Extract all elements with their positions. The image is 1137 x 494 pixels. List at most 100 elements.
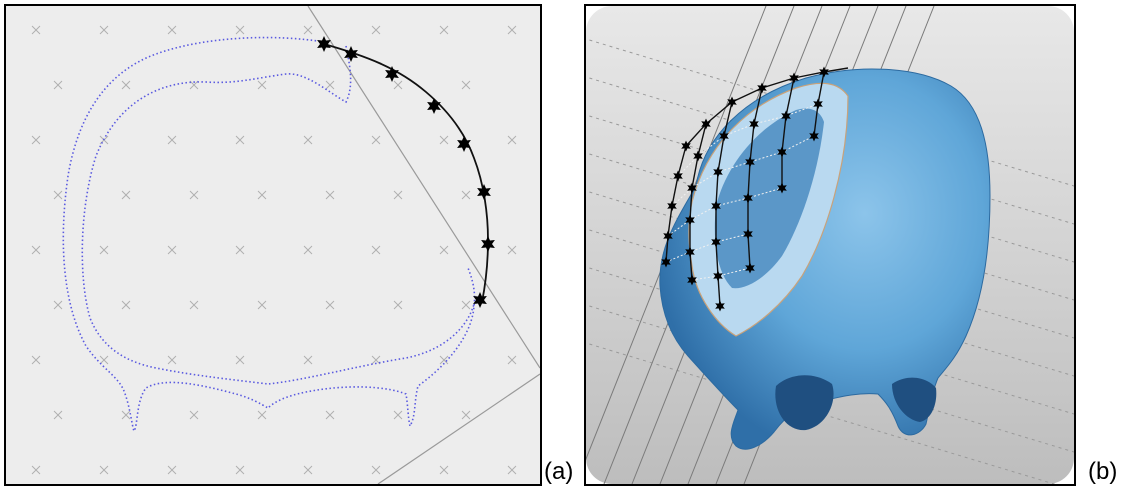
cross-icon — [53, 300, 63, 310]
cross-icon — [167, 25, 177, 35]
cross-icon — [393, 410, 403, 420]
cross-icon — [121, 300, 131, 310]
star-icon — [781, 110, 791, 122]
cross-icon — [99, 25, 109, 35]
cross-icon — [31, 135, 41, 145]
cross-icon — [507, 245, 517, 255]
star-icon — [711, 200, 721, 212]
star-icon — [673, 170, 683, 182]
eye-socket-right — [892, 377, 937, 422]
cross-icon — [189, 80, 199, 90]
star-icon — [667, 200, 677, 212]
star-icon — [749, 118, 759, 130]
cross-icon — [121, 80, 131, 90]
star-icon — [777, 146, 787, 158]
cross-icon — [235, 465, 245, 475]
star-icon — [711, 236, 721, 248]
star-icon — [777, 182, 787, 194]
cross-icon — [235, 355, 245, 365]
star-icon — [687, 274, 697, 286]
guide-line — [377, 373, 540, 484]
cross-icon — [189, 300, 199, 310]
cross-icon — [439, 25, 449, 35]
cross-icon — [439, 465, 449, 475]
cross-icon — [257, 300, 267, 310]
cross-icon — [31, 355, 41, 365]
star-icon — [713, 166, 723, 178]
cross-icon — [393, 300, 403, 310]
cross-icon — [371, 25, 381, 35]
panel-label-a: (a) — [544, 458, 574, 485]
mesh-curve — [781, 77, 795, 188]
guide-line — [307, 6, 540, 369]
star-icon — [727, 96, 737, 108]
cross-icon — [439, 245, 449, 255]
mesh-curve — [747, 87, 763, 269]
cross-icon — [31, 245, 41, 255]
cross-icon — [99, 465, 109, 475]
star-icon — [743, 192, 753, 204]
mesh-rung — [691, 267, 751, 281]
star-icon — [457, 136, 471, 152]
cross-icon — [235, 245, 245, 255]
star-icon — [317, 36, 331, 52]
cross-icon — [257, 80, 267, 90]
cross-icon — [167, 465, 177, 475]
cross-icon — [371, 355, 381, 365]
star-icon — [743, 228, 753, 240]
star-icon — [685, 246, 695, 258]
star-icon — [745, 156, 755, 168]
cross-icon — [53, 80, 63, 90]
cross-icon — [507, 465, 517, 475]
cross-icon — [303, 355, 313, 365]
cross-section-canvas — [31, 6, 540, 484]
cross-icon — [235, 135, 245, 145]
cross-icon — [257, 190, 267, 200]
cross-icon — [303, 25, 313, 35]
star-icon — [809, 130, 819, 142]
cross-icon — [461, 190, 471, 200]
cross-icon — [507, 25, 517, 35]
cross-icon — [167, 245, 177, 255]
cross-icon — [371, 245, 381, 255]
star-icon — [385, 66, 399, 82]
cross-icon — [325, 80, 335, 90]
defect-inner-shade — [714, 108, 824, 289]
mesh-rung — [677, 103, 819, 177]
cross-icon — [53, 410, 63, 420]
star-icon — [477, 184, 491, 200]
cross-icon — [325, 410, 335, 420]
star-icon — [473, 292, 487, 308]
star-icon — [681, 140, 691, 152]
eye-socket-left — [775, 375, 834, 431]
panel-a-cross-section — [4, 4, 542, 486]
cross-icon — [393, 190, 403, 200]
panel-b-3d-render — [584, 4, 1076, 486]
cross-icon — [303, 245, 313, 255]
cross-icon — [167, 135, 177, 145]
star-icon — [663, 230, 673, 242]
cross-icon — [461, 300, 471, 310]
cross-icon — [121, 410, 131, 420]
cross-icon — [31, 25, 41, 35]
star-icon — [693, 150, 703, 162]
cross-icon — [371, 135, 381, 145]
cross-icon — [439, 135, 449, 145]
cross-icon — [507, 355, 517, 365]
cross-icon — [325, 300, 335, 310]
control-points — [317, 36, 495, 308]
cross-icon — [439, 355, 449, 365]
patch-control-points — [661, 66, 829, 312]
cross-icon — [461, 80, 471, 90]
cross-icon — [121, 190, 131, 200]
cross-icon — [235, 25, 245, 35]
cross-icon — [371, 465, 381, 475]
cross-icon — [53, 190, 63, 200]
star-icon — [481, 236, 495, 252]
star-icon — [713, 270, 723, 282]
cross-icon — [189, 190, 199, 200]
star-icon — [813, 98, 823, 110]
cross-icon — [31, 465, 41, 475]
star-icon — [789, 72, 799, 84]
panel-label-b: (b) — [1088, 458, 1118, 485]
